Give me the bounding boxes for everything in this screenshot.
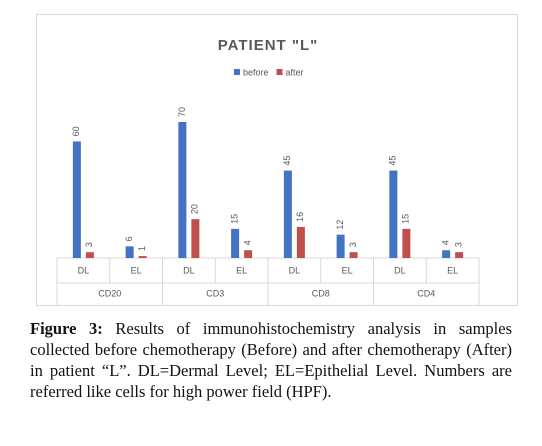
bar — [191, 219, 200, 258]
data-label: 45 — [388, 156, 398, 166]
group-label: CD8 — [312, 288, 330, 298]
x-tick-label: EL — [131, 265, 142, 275]
bar — [336, 234, 345, 258]
x-tick-label: EL — [342, 265, 353, 275]
data-label: 1 — [137, 246, 147, 251]
data-label: 3 — [84, 242, 94, 247]
legend-label: after — [286, 67, 304, 77]
bar — [244, 250, 253, 258]
caption-label: Figure 3: — [30, 319, 103, 338]
data-label: 15 — [401, 214, 411, 224]
group-label: CD4 — [417, 288, 435, 298]
data-label: 6 — [124, 236, 134, 241]
data-label: 12 — [335, 220, 345, 230]
data-label: 70 — [177, 107, 187, 117]
data-label: 3 — [348, 242, 358, 247]
x-tick-label: EL — [447, 265, 458, 275]
x-tick-label: DL — [289, 265, 301, 275]
data-label: 20 — [190, 204, 200, 214]
caption: Figure 3: Results of immunohistochemistr… — [30, 318, 512, 402]
bar — [178, 122, 187, 258]
bar — [231, 228, 240, 258]
chart-title: PATIENT "L" — [218, 37, 319, 54]
data-label: 3 — [454, 242, 464, 247]
chart: PATIENT "L" before after DL 60 3 EL 61 DL 70 20 EL… — [36, 14, 518, 306]
bar — [125, 246, 134, 258]
bar — [85, 252, 94, 258]
x-tick-label: DL — [78, 265, 90, 275]
bar — [138, 256, 147, 258]
data-label: 15 — [230, 214, 240, 224]
data-label: 4 — [441, 240, 451, 245]
data-label: 45 — [282, 156, 292, 166]
bar — [296, 226, 305, 258]
group-label: CD20 — [98, 288, 121, 298]
bar — [455, 252, 464, 258]
bar — [442, 250, 451, 258]
bar — [389, 170, 398, 258]
data-label: 60 — [71, 126, 81, 136]
x-tick-label: EL — [236, 265, 247, 275]
bar — [72, 141, 81, 258]
legend-swatch — [234, 69, 240, 75]
x-tick-label: DL — [183, 265, 195, 275]
x-tick-label: DL — [394, 265, 406, 275]
bar — [349, 252, 358, 258]
group-label: CD3 — [206, 288, 224, 298]
bar — [283, 170, 292, 258]
caption-text: Results of immunohistochemistry analysis… — [30, 319, 512, 401]
chart-frame — [36, 14, 518, 306]
data-label: 16 — [295, 212, 305, 222]
data-label: 4 — [243, 240, 253, 245]
bar — [402, 228, 411, 258]
legend-swatch — [276, 69, 283, 75]
legend-label: before — [243, 67, 269, 77]
